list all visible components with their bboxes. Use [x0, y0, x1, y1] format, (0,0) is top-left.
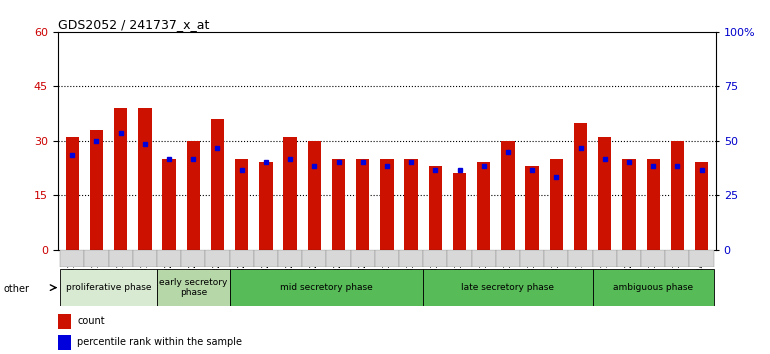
Bar	[472, 250, 496, 267]
Bar	[641, 250, 665, 267]
Bar	[65, 137, 79, 250]
Text: late secretory phase: late secretory phase	[461, 283, 554, 292]
Bar	[132, 250, 157, 267]
Bar	[58, 335, 71, 350]
Bar	[58, 314, 71, 329]
Text: proliferative phase: proliferative phase	[65, 283, 152, 292]
Bar	[665, 250, 689, 267]
Bar	[520, 250, 544, 267]
Bar	[326, 250, 350, 267]
Bar	[206, 250, 229, 267]
Bar	[157, 250, 181, 267]
Bar	[568, 250, 593, 267]
Bar	[689, 250, 714, 267]
Bar	[162, 159, 176, 250]
Bar	[302, 250, 326, 267]
Bar	[356, 159, 370, 250]
Bar	[186, 141, 200, 250]
Text: count: count	[77, 316, 105, 326]
Bar	[399, 250, 424, 267]
Bar	[424, 250, 447, 267]
Bar	[598, 137, 611, 250]
Bar	[375, 250, 399, 267]
Bar	[496, 250, 520, 267]
Bar	[447, 250, 472, 267]
Bar	[60, 269, 157, 306]
Bar	[695, 162, 708, 250]
Bar	[60, 250, 85, 267]
Bar	[114, 108, 127, 250]
Bar	[429, 166, 442, 250]
Bar	[525, 166, 539, 250]
Bar	[90, 130, 103, 250]
Bar	[254, 250, 278, 267]
Bar	[593, 269, 714, 306]
Bar	[501, 141, 514, 250]
Bar	[647, 159, 660, 250]
Bar	[380, 159, 393, 250]
Bar	[157, 269, 229, 306]
Bar	[181, 250, 206, 267]
Bar	[109, 250, 132, 267]
Bar	[308, 141, 321, 250]
Bar	[404, 159, 418, 250]
Text: other: other	[4, 284, 30, 293]
Bar	[278, 250, 302, 267]
Text: mid secretory phase: mid secretory phase	[280, 283, 373, 292]
Text: percentile rank within the sample: percentile rank within the sample	[77, 337, 242, 347]
Bar	[85, 250, 109, 267]
Bar	[229, 250, 254, 267]
Text: GDS2052 / 241737_x_at: GDS2052 / 241737_x_at	[58, 18, 209, 31]
Bar	[622, 159, 635, 250]
Bar	[477, 162, 490, 250]
Bar	[671, 141, 684, 250]
Bar	[574, 122, 588, 250]
Bar	[283, 137, 296, 250]
Bar	[139, 108, 152, 250]
Bar	[350, 250, 375, 267]
Bar	[332, 159, 345, 250]
Bar	[593, 250, 617, 267]
Bar	[544, 250, 568, 267]
Bar	[259, 162, 273, 250]
Text: early secretory
phase: early secretory phase	[159, 278, 227, 297]
Text: ambiguous phase: ambiguous phase	[613, 283, 693, 292]
Bar	[235, 159, 249, 250]
Bar	[550, 159, 563, 250]
Bar	[453, 173, 466, 250]
Bar	[229, 269, 424, 306]
Bar	[211, 119, 224, 250]
Bar	[617, 250, 641, 267]
Bar	[424, 269, 593, 306]
